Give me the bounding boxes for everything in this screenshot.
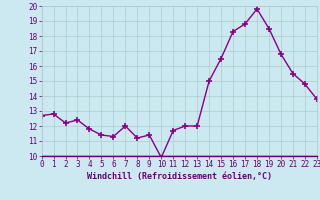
X-axis label: Windchill (Refroidissement éolien,°C): Windchill (Refroidissement éolien,°C) (87, 172, 272, 181)
